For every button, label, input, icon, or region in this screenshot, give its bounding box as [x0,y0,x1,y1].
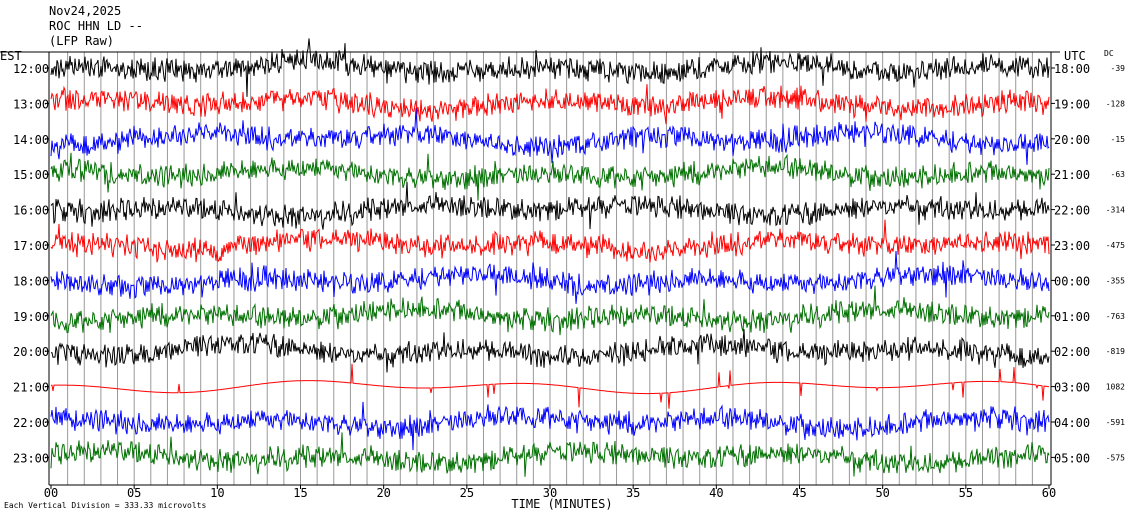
x-tick-label: 10 [210,486,224,500]
dc-offset-label: -575 [1106,453,1125,462]
dc-offset-label: -591 [1106,418,1125,427]
est-hour-label: 18:00 [13,274,49,288]
utc-hour-label: 20:00 [1054,133,1090,147]
dc-offset-label: 1082 [1106,383,1125,392]
est-hour-labels: 12:00 13:00 14:00 15:00 16:00 17:00 18:00 19:00… [13,62,49,465]
trace-line [50,219,1050,263]
dc-offset-label: -819 [1106,347,1125,356]
trace-line [50,38,1050,97]
header-filter: (LFP Raw) [49,34,115,48]
x-tick-label: 50 [875,486,889,500]
dc-offset-label: -63 [1111,170,1126,179]
dc-offset-label: -763 [1106,312,1125,321]
est-hour-label: 23:00 [13,451,49,465]
est-axis-title: EST [0,49,22,63]
x-tick-label: 40 [709,486,723,500]
utc-hour-label: 02:00 [1054,345,1090,359]
utc-axis-title: UTC [1064,49,1086,63]
utc-hour-label: 23:00 [1054,239,1090,253]
est-hour-label: 21:00 [13,381,49,395]
x-tick-label: 35 [626,486,640,500]
dc-offset-label: -39 [1111,64,1126,73]
dc-offset-labels: -39 -128 -15 -63 -314 -475 -355 -763 -819 1082 -59… [1106,64,1125,462]
trace-line [50,181,1050,230]
est-hour-label: 20:00 [13,345,49,359]
vertical-division-note: Each Vertical Division = 333.33 microvol… [4,501,206,510]
header-date: Nov24,2025 [49,4,122,18]
utc-hour-label: 19:00 [1054,97,1090,111]
dc-offset-label: -355 [1106,276,1125,285]
utc-hour-label: 00:00 [1054,274,1090,288]
x-tick-label: 45 [792,486,806,500]
utc-hour-label: 03:00 [1054,381,1090,395]
trace-line [50,152,1050,201]
x-tick-label: 60 [1042,486,1056,500]
trace-line [50,432,1050,477]
x-tick-label: 25 [460,486,474,500]
trace-line [50,84,1050,125]
est-hour-label: 22:00 [13,416,49,430]
utc-hour-label: 01:00 [1054,310,1090,324]
x-tick-label: 30 [543,486,557,500]
x-tick-label: 55 [959,486,973,500]
trace-line [51,363,1050,409]
utc-hour-label: 21:00 [1054,168,1090,182]
x-tick-label: 15 [293,486,307,500]
x-tick-label: 20 [376,486,390,500]
est-hour-label: 16:00 [13,204,49,218]
trace-line [50,285,1050,336]
est-hour-label: 12:00 [13,62,49,76]
trace-line [50,401,1050,451]
x-axis-title: TIME (MINUTES) [511,497,612,511]
axis-titles: EST UTC DC TIME (MINUTES) Each Vertical Divi… [0,49,1114,511]
trace-line [50,329,1050,373]
x-tick-label: 05 [127,486,141,500]
est-hour-label: 19:00 [13,310,49,324]
est-hour-label: 13:00 [13,97,49,111]
utc-hour-labels: 18:00 19:00 20:00 21:00 22:00 23:00 00:00 01:00… [1051,62,1090,465]
dc-offset-label: -475 [1106,241,1125,250]
est-hour-label: 17:00 [13,239,49,253]
utc-hour-label: 18:00 [1054,62,1090,76]
est-hour-label: 14:00 [13,133,49,147]
header-station: ROC HHN LD -- [49,19,143,33]
dc-offset-label: -15 [1111,135,1126,144]
utc-hour-label: 05:00 [1054,451,1090,465]
trace-line [50,108,1050,165]
utc-hour-label: 04:00 [1054,416,1090,430]
est-hour-label: 15:00 [13,168,49,182]
x-tick-label: 00 [44,486,58,500]
dc-title: DC [1104,49,1114,58]
trace-line [50,250,1050,304]
minute-gridlines [67,52,1033,485]
x-tick-labels: 00 05 10 15 20 25 30 35 40 45 50 55 60 [44,485,1056,500]
dc-offset-label: -128 [1106,99,1125,108]
seismic-traces [50,38,1050,477]
utc-hour-label: 22:00 [1054,204,1090,218]
dc-offset-label: -314 [1106,206,1125,215]
